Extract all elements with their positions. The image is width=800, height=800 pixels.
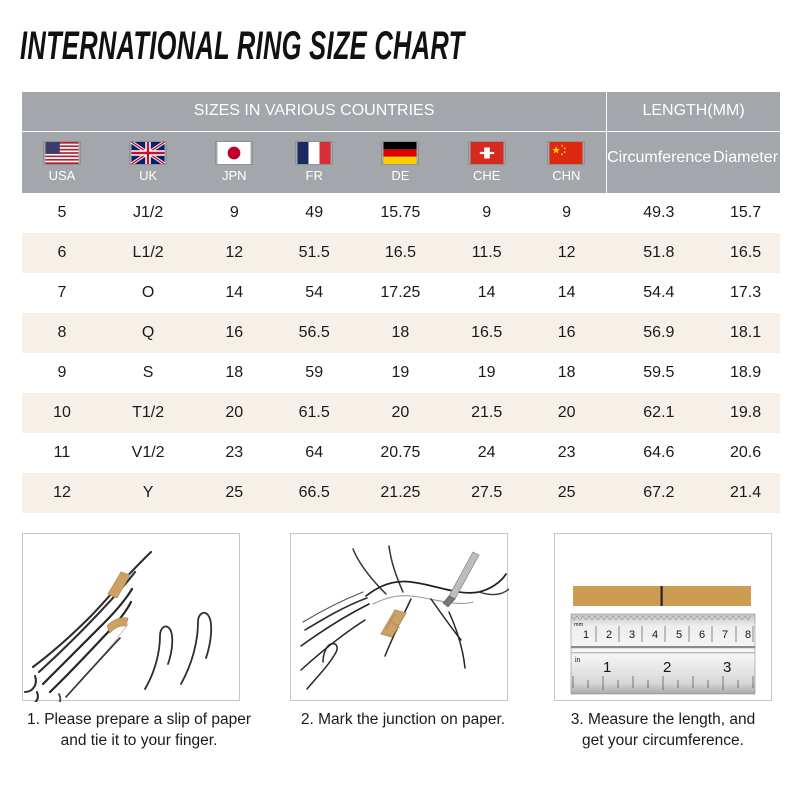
svg-text:mm: mm: [574, 622, 584, 628]
svg-text:4: 4: [652, 629, 658, 641]
svg-text:7: 7: [722, 629, 728, 641]
svg-text:2: 2: [606, 629, 612, 641]
svg-text:3: 3: [629, 629, 635, 641]
svg-text:5: 5: [676, 629, 682, 641]
svg-text:2: 2: [663, 659, 671, 676]
svg-text:6: 6: [699, 629, 705, 641]
svg-text:3: 3: [723, 659, 731, 676]
svg-text:8: 8: [745, 629, 751, 641]
svg-text:1: 1: [583, 629, 589, 641]
svg-text:1: 1: [603, 659, 611, 676]
svg-text:in: in: [575, 657, 581, 664]
